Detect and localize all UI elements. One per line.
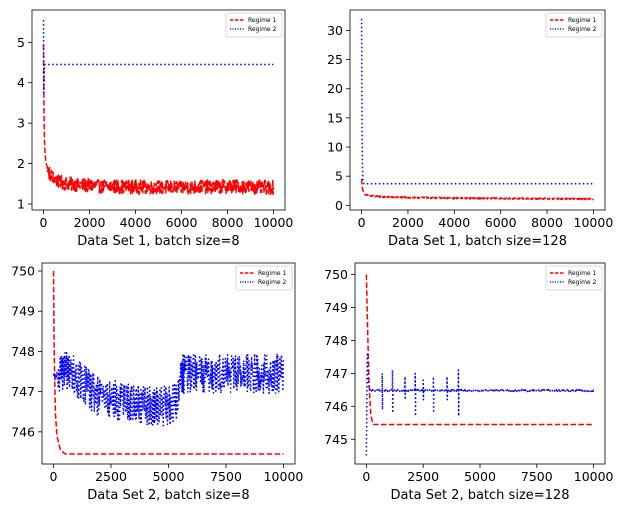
x-tick-label: 10000 — [574, 215, 614, 230]
y-tick-label: 5 — [335, 169, 343, 184]
y-tick-label: 745 — [324, 432, 348, 447]
x-axis-label: Data Set 2, batch size=128 — [391, 488, 570, 503]
y-tick-label: 749 — [324, 300, 348, 315]
x-tick-label: 0 — [40, 215, 48, 230]
series-line-regime-2 — [42, 19, 274, 94]
x-tick-label: 2500 — [407, 469, 439, 484]
legend-label: Regime 2 — [248, 26, 277, 33]
x-tick-label: 4000 — [438, 215, 470, 230]
legend-label: Regime 2 — [568, 26, 597, 33]
x-tick-label: 0 — [50, 469, 58, 484]
legend: Regime 1 Regime 2 — [545, 265, 603, 291]
x-tick-label: 2500 — [95, 469, 127, 484]
chart-panel-2: 0 2000 4000 6000 8000 10000 0 5 10 15 20 25 30 Data S… — [327, 9, 614, 249]
legend: Regime 1 Regime 2 — [545, 12, 603, 38]
chart-panel-4: 0 2500 5000 7500 10000 745 746 747 748 749 750 Data… — [324, 262, 614, 503]
axes-frame — [31, 9, 286, 211]
plot-area — [360, 18, 595, 201]
y-tick-label: 748 — [324, 333, 348, 348]
y-tick-label: 0 — [335, 198, 343, 213]
x-tick-label: 0 — [362, 469, 370, 484]
legend: Regime 1 Regime 2 — [235, 265, 293, 291]
y-tick-label: 748 — [11, 344, 35, 359]
x-tick-label: 7500 — [210, 469, 242, 484]
series-line-regime-1 — [52, 270, 284, 455]
y-tick-label: 30 — [327, 23, 343, 38]
y-tick-label: 5 — [17, 35, 25, 50]
axes-frame — [349, 9, 606, 211]
y-tick-label: 747 — [324, 366, 348, 381]
x-axis-label: Data Set 2, batch size=8 — [87, 488, 249, 503]
series-line-regime-2 — [365, 351, 595, 456]
x-tick-label: 5000 — [153, 469, 185, 484]
y-tick-label: 750 — [324, 267, 348, 282]
plot-area — [42, 19, 275, 196]
y-tick-label: 3 — [17, 116, 25, 131]
y-tick-label: 747 — [11, 384, 35, 399]
x-tick-label: 6000 — [166, 215, 198, 230]
x-tick-label: 8000 — [212, 215, 244, 230]
plot-area — [52, 270, 285, 455]
y-tick-label: 749 — [11, 304, 35, 319]
y-tick-label: 750 — [11, 264, 35, 279]
series-line-regime-2 — [52, 352, 285, 427]
x-tick-label: 2000 — [74, 215, 106, 230]
legend-box — [235, 265, 293, 291]
legend-box — [225, 12, 283, 38]
y-tick-label: 10 — [327, 140, 343, 155]
legend-box — [545, 12, 603, 38]
series-line-regime-1 — [42, 44, 275, 196]
x-tick-label: 10000 — [254, 215, 294, 230]
y-tick-label: 4 — [17, 75, 25, 90]
legend-label: Regime 1 — [568, 17, 597, 24]
x-tick-label: 7500 — [521, 469, 553, 484]
x-tick-label: 0 — [358, 215, 366, 230]
x-tick-label: 5000 — [464, 469, 496, 484]
series-line-regime-1 — [365, 273, 594, 426]
legend: Regime 1 Regime 2 — [225, 12, 283, 38]
series-line-regime-1 — [360, 178, 595, 201]
legend-label: Regime 2 — [568, 279, 597, 286]
chart-panel-3: 0 2500 5000 7500 10000 746 747 748 749 750 Data Se… — [11, 262, 304, 503]
y-tick-label: 1 — [17, 196, 25, 211]
x-tick-label: 2000 — [392, 215, 424, 230]
chart-panel-1: 0 2000 4000 6000 8000 10000 1 2 3 4 5 Data Set 1, b… — [17, 9, 294, 249]
y-tick-label: 746 — [324, 399, 348, 414]
x-tick-label: 6000 — [485, 215, 517, 230]
x-tick-label: 8000 — [531, 215, 563, 230]
x-axis-label: Data Set 1, batch size=128 — [388, 234, 567, 249]
x-tick-label: 10000 — [574, 469, 614, 484]
axes-frame — [354, 262, 606, 465]
legend-label: Regime 1 — [248, 17, 277, 24]
y-tick-label: 746 — [11, 424, 35, 439]
plot-area — [365, 273, 595, 456]
legend-label: Regime 1 — [258, 270, 287, 277]
y-tick-label: 2 — [17, 156, 25, 171]
x-axis-label: Data Set 1, batch size=8 — [77, 234, 239, 249]
y-tick-label: 20 — [327, 81, 343, 96]
x-tick-label: 10000 — [264, 469, 304, 484]
x-tick-label: 4000 — [120, 215, 152, 230]
legend-label: Regime 2 — [258, 279, 287, 286]
series-line-regime-2 — [360, 18, 594, 185]
y-tick-label: 15 — [327, 110, 343, 125]
y-tick-label: 25 — [327, 52, 343, 67]
legend-label: Regime 1 — [568, 270, 597, 277]
legend-box — [545, 265, 603, 291]
